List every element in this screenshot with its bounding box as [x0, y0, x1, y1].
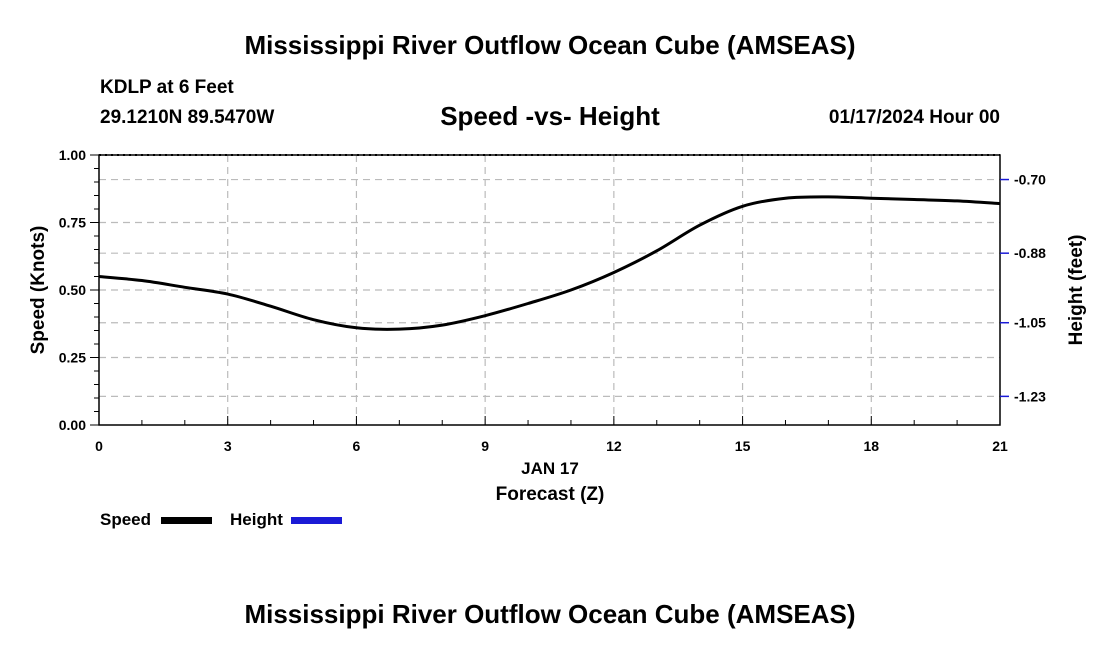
x-tick-label: 6	[353, 438, 361, 454]
x-tick-label: 9	[481, 438, 489, 454]
series-layer	[98, 195, 1001, 331]
station-label: KDLP at 6 Feet	[100, 77, 234, 98]
legend-swatch-speed	[161, 517, 212, 524]
chart-title: Speed -vs- Height	[440, 101, 660, 131]
legend-label-speed: Speed	[100, 510, 151, 529]
forecast-datetime: 01/17/2024 Hour 00	[828, 107, 1000, 128]
y2-tick-label: -0.70	[1014, 172, 1046, 188]
x-tick-label: 0	[95, 438, 103, 454]
x-axis-label: Forecast (Z)	[496, 484, 605, 505]
series-line-speed	[98, 195, 1001, 331]
y2-axis-label: Height (feet)	[1066, 235, 1087, 346]
x-axis-date: JAN 17	[521, 459, 579, 478]
y2-tick-label: -1.05	[1014, 315, 1046, 331]
legend: Speed Height	[100, 510, 342, 529]
y2-tick-label: -1.23	[1014, 388, 1046, 404]
y-tick-label: 0.50	[59, 282, 86, 298]
x-tick-label: 18	[863, 438, 879, 454]
y2-tick-label: -0.88	[1014, 245, 1046, 261]
y-tick-label: 0.25	[59, 350, 86, 366]
footer-title: Mississippi River Outflow Ocean Cube (AM…	[244, 599, 856, 629]
x-tick-label: 12	[606, 438, 622, 454]
legend-label-height: Height	[230, 510, 283, 529]
legend-swatch-height	[291, 517, 342, 524]
main-title: Mississippi River Outflow Ocean Cube (AM…	[244, 30, 856, 60]
axis-layer: 0 3 6 9 12 15 18 21 0.00 0.25 0.50 0.75 1.00 -0.70 -0.…	[59, 147, 1046, 454]
x-tick-label: 21	[992, 438, 1008, 454]
x-tick-label: 3	[224, 438, 232, 454]
y-tick-label: 1.00	[59, 147, 86, 163]
x-tick-label: 15	[735, 438, 751, 454]
y-tick-label: 0.00	[59, 417, 86, 433]
y-axis-label: Speed (Knots)	[28, 226, 49, 355]
station-coords: 29.1210N 89.5470W	[100, 107, 275, 128]
grid-layer	[99, 154, 1000, 425]
y-tick-label: 0.75	[59, 215, 86, 231]
